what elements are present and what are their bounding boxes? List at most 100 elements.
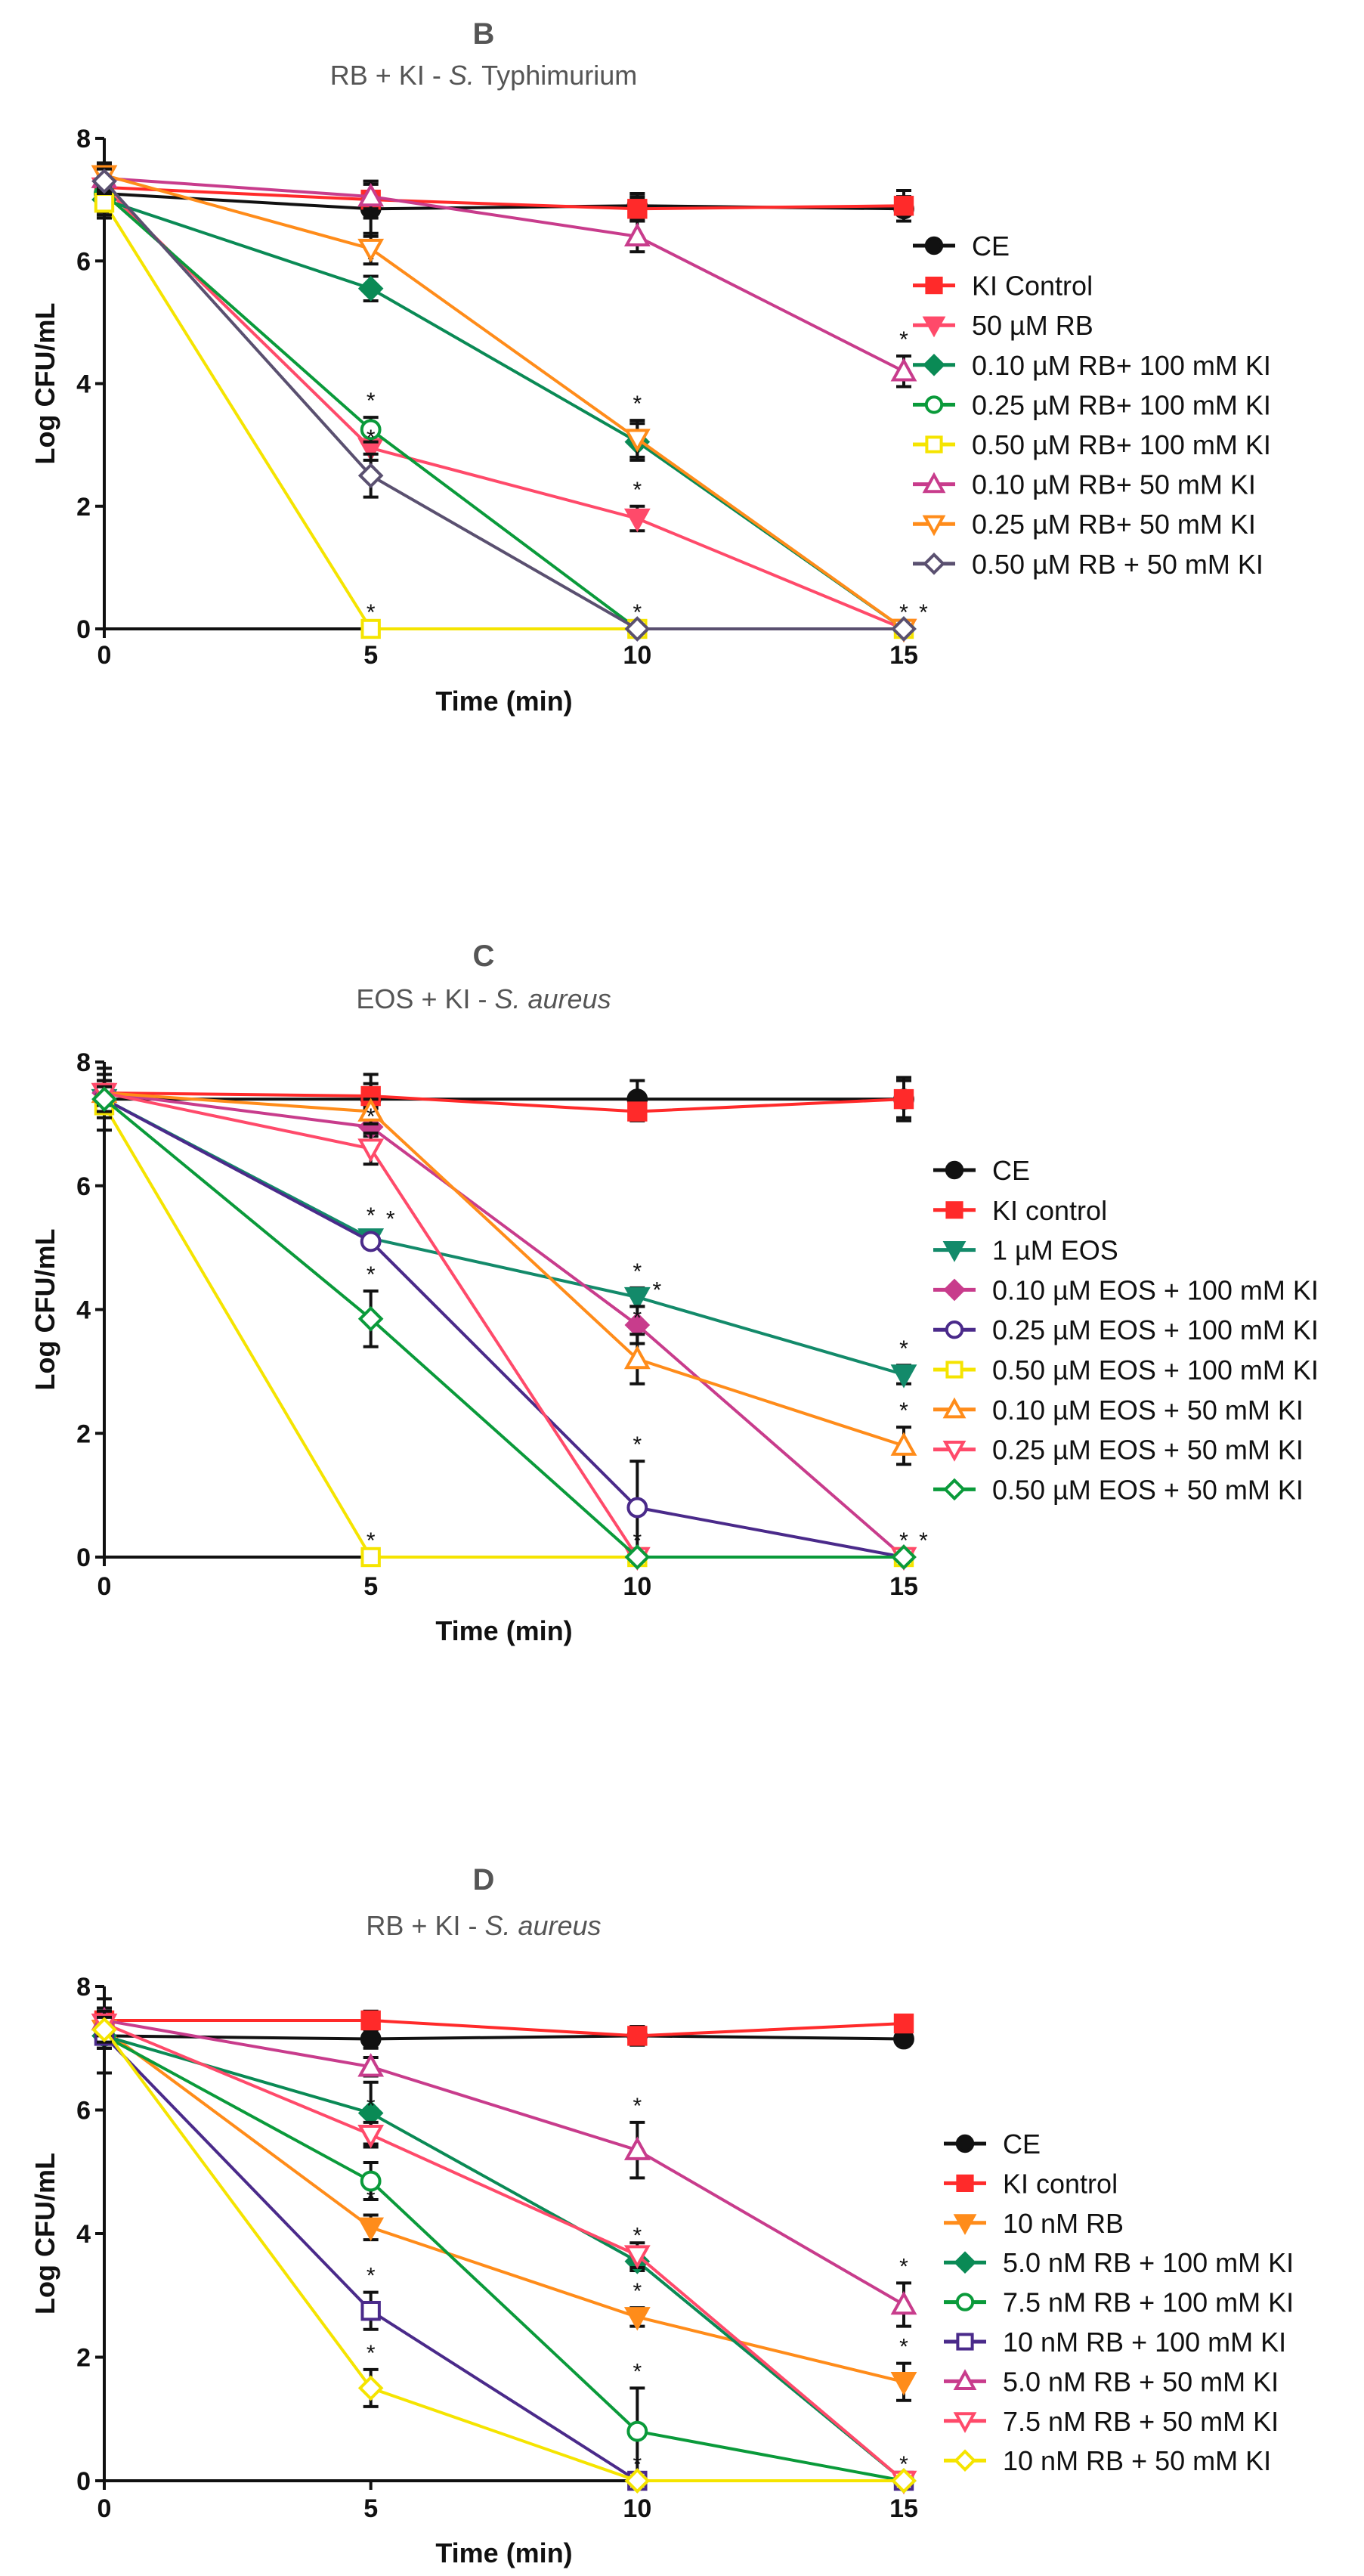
series-line	[104, 1091, 905, 1113]
y-tick-label: 6	[76, 247, 91, 276]
diamond-marker	[923, 353, 945, 376]
diamond-marker	[624, 1544, 651, 1570]
triangle-down-marker	[623, 429, 651, 453]
y-tick-label: 2	[76, 2344, 91, 2373]
title-prefix: EOS + KI -	[356, 983, 494, 1014]
legend-item: 0.25 µM EOS + 50 mM KI	[933, 1435, 1304, 1466]
significance-star: *	[367, 600, 376, 625]
square-marker	[94, 192, 115, 213]
series-3: *	[91, 185, 917, 642]
diamond-marker	[91, 1086, 117, 1112]
legend-label: KI Control	[972, 271, 1093, 302]
triangle-up-marker	[922, 472, 946, 494]
series-4: **	[94, 2022, 914, 2491]
triangle-down-marker	[942, 1241, 967, 1262]
triangle-down-marker	[623, 2245, 651, 2269]
legend-label: CE	[1003, 2129, 1041, 2160]
circle-marker	[626, 2420, 648, 2442]
triangle-down-marker	[357, 2125, 385, 2149]
x-tick-label: 0	[97, 641, 112, 670]
series-7: **	[91, 2009, 917, 2495]
triangle-up-marker	[890, 1432, 917, 1456]
diamond-marker	[357, 463, 384, 489]
series-line	[104, 2034, 905, 2041]
significance-star: *	[899, 2254, 908, 2279]
legend-item: 0.10 µM EOS + 50 mM KI	[933, 1395, 1304, 1426]
triangle-down-marker	[942, 1441, 967, 1462]
y-tick-label: 8	[76, 1048, 91, 1077]
legend-item: KI control	[944, 2168, 1118, 2199]
title-italic: S.	[449, 60, 475, 91]
y-tick-label: 8	[76, 125, 91, 153]
series-2: **	[91, 173, 917, 643]
series-2: * * *	[91, 2015, 917, 2402]
series-0	[94, 1067, 914, 1132]
diamond-marker	[357, 2375, 384, 2401]
chart-panel-c: C EOS + KI - S. aureus 0 2 4 6 8 0 5 10 15 Time (…	[29, 940, 1319, 1646]
series-4: **	[94, 179, 914, 639]
series-line	[104, 2034, 905, 2482]
legend-item: CE	[944, 2129, 1041, 2160]
y-tick-label: 6	[76, 2097, 91, 2126]
y-tick-label: 0	[76, 1543, 91, 1572]
square-marker	[945, 1201, 963, 1219]
square-marker	[627, 199, 648, 219]
circle-marker	[360, 1231, 382, 1252]
significance-star: *	[899, 1336, 908, 1361]
series-1	[94, 167, 914, 223]
series-line	[103, 192, 904, 630]
diamond-marker	[91, 2017, 117, 2043]
legend-label: 0.10 µM EOS + 100 mM KI	[992, 1274, 1319, 1305]
triangle-up-marker	[890, 358, 917, 382]
diamond-marker	[954, 2251, 976, 2274]
legend-item: 0.25 µM RB+ 100 mM KI	[913, 389, 1271, 420]
significance-star: *	[367, 1203, 376, 1228]
title-italic: S. aureus	[494, 983, 611, 1014]
x-tick-label: 10	[623, 641, 651, 670]
legend-label: 0.50 µM EOS + 100 mM KI	[992, 1355, 1319, 1386]
square-marker	[893, 1088, 914, 1110]
legend-item: 0.25 µM EOS + 100 mM KI	[933, 1314, 1319, 1345]
circle-marker	[924, 236, 944, 255]
significance-star: *	[367, 1528, 376, 1553]
x-axis-label: Time (min)	[435, 1615, 572, 1646]
legend-label: 5.0 nM RB + 50 mM KI	[1003, 2366, 1279, 2397]
significance-star: *	[367, 2094, 376, 2119]
diamond-marker	[357, 275, 384, 302]
circle-marker	[955, 2293, 975, 2311]
series-line	[103, 1098, 904, 1559]
legend-label: 0.10 µM EOS + 50 mM KI	[992, 1395, 1304, 1426]
x-tick-label: 0	[97, 2494, 112, 2523]
legend-item: 10 nM RB	[944, 2208, 1124, 2239]
square-marker	[925, 435, 943, 454]
circle-marker	[945, 1160, 964, 1180]
circle-marker	[955, 2134, 975, 2153]
panel-letter: D	[473, 1863, 495, 1896]
triangle-up-marker	[357, 1098, 385, 1122]
triangle-down-marker	[623, 1286, 651, 1311]
series-line	[104, 198, 905, 630]
legend-label: 10 nM RB + 100 mM KI	[1003, 2327, 1286, 2358]
square-marker	[956, 2333, 974, 2351]
significance-star: *	[633, 1259, 642, 1284]
title-italic: S. aureus	[484, 1910, 601, 1941]
triangle-up-marker	[623, 2136, 651, 2160]
y-tick-label: 4	[76, 1296, 91, 1325]
y-tick-label: 4	[76, 370, 91, 399]
chart-title: EOS + KI - S. aureus	[356, 983, 611, 1014]
triangle-up-marker	[942, 1397, 967, 1419]
triangle-down-marker	[890, 1364, 917, 1389]
legend-item: CE	[933, 1155, 1030, 1186]
legend-item: 1 µM EOS	[933, 1235, 1118, 1266]
significance-star: *	[367, 2341, 376, 2366]
series-line	[103, 1104, 904, 1559]
series-line	[103, 202, 904, 630]
triangle-down-marker	[623, 2307, 651, 2331]
diamond-marker	[91, 168, 117, 194]
square-marker	[360, 2300, 381, 2321]
triangle-down-marker	[953, 2214, 977, 2235]
significance-star: *	[633, 1432, 642, 1457]
significance-star: *	[899, 327, 908, 352]
panel-letter: C	[473, 940, 495, 973]
circle-marker	[360, 2170, 382, 2192]
